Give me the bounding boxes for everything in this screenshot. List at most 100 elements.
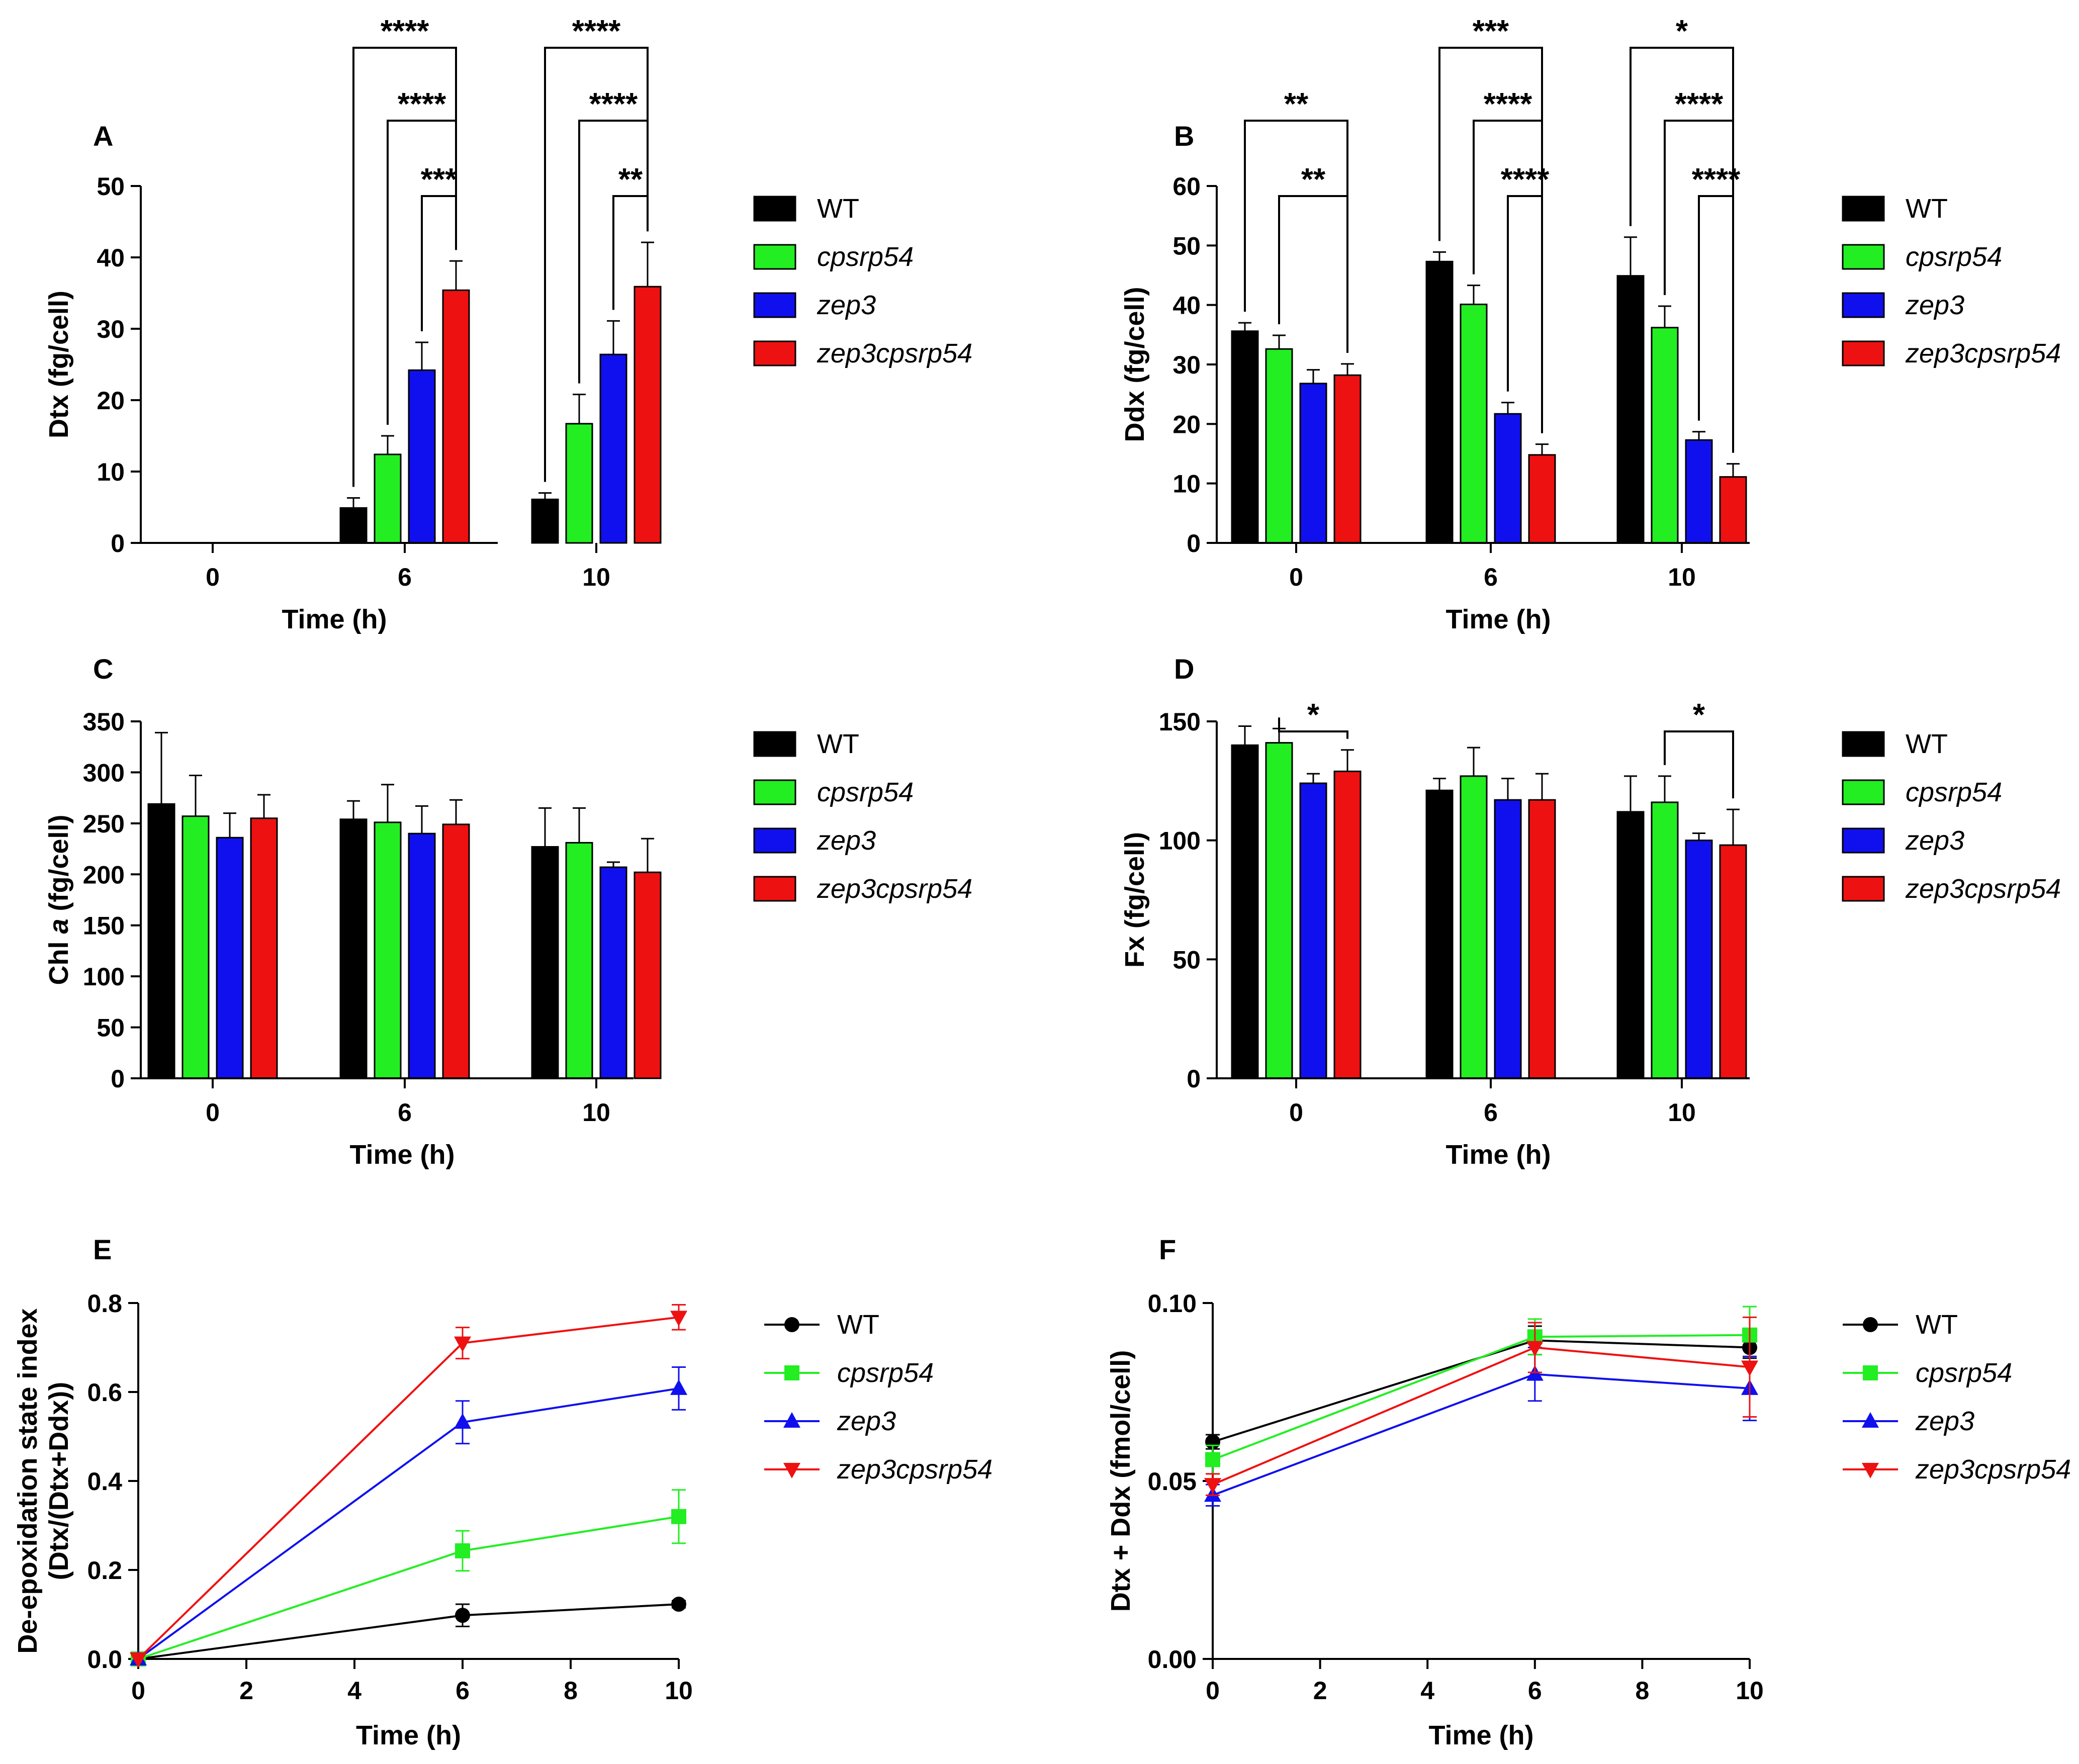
- significance-bracket: *: [1278, 698, 1348, 739]
- bar-zep3cpsrp54-10: [634, 871, 662, 1079]
- error-bar-zep3-6: [415, 341, 428, 370]
- significance-bracket: ****: [1501, 162, 1550, 433]
- legend-label-zep3: zep3: [1905, 290, 1964, 320]
- point-zep3cpsrp54-0: [130, 1652, 147, 1668]
- line-wt: [1212, 1339, 1750, 1443]
- y-tick-label: 10: [1172, 470, 1201, 498]
- bar-zep3cpsrp54-0: [1333, 374, 1362, 544]
- series-cpsrp54: [131, 1489, 686, 1666]
- bar-zep3-6: [1494, 799, 1522, 1079]
- y-axis-title: Ddx (fg/cell): [1120, 287, 1150, 442]
- series-wt: [131, 1597, 686, 1666]
- bar-zep3-10: [599, 866, 627, 1079]
- bar-cpsrp54-0: [1265, 742, 1293, 1079]
- x-tick-label: 0: [206, 563, 220, 591]
- legend-swatch-cpsrp54: [1842, 244, 1885, 270]
- bar-zep3cpsrp54-10: [634, 286, 662, 544]
- line-zep3: [1212, 1373, 1750, 1497]
- x-tick-label: 10: [1668, 563, 1696, 591]
- y-axis-title: Dtx + Ddx (fmol/cell): [1106, 1350, 1136, 1612]
- error-bar-zep3-10: [607, 861, 620, 868]
- significance-label: ****: [381, 14, 429, 49]
- x-tick-label: 4: [1420, 1677, 1434, 1705]
- legend-label-wt: WT: [1916, 1310, 1958, 1340]
- panel-letter: D: [1174, 653, 1194, 685]
- y-tick-label: 40: [97, 244, 125, 272]
- panel-letter: B: [1174, 120, 1194, 152]
- y-tick-label: 100: [1159, 827, 1201, 855]
- bar-cpsrp54-6: [1460, 303, 1488, 544]
- panel-letter: E: [93, 1234, 112, 1265]
- significance-bracket: ****: [352, 14, 457, 487]
- y-tick-label: 50: [1172, 232, 1201, 260]
- significance-label: ****: [398, 87, 446, 122]
- legend-swatch-wt: [753, 731, 796, 757]
- error-bar-cpsrp54-10: [573, 394, 586, 424]
- legend-label-wt: WT: [1906, 194, 1948, 224]
- point-cpsrp54-6: [455, 1543, 470, 1558]
- significance-label: ***: [1473, 14, 1509, 49]
- y-axis-title: Dtx (fg/cell): [44, 291, 74, 438]
- legend-marker-zep3: [1862, 1412, 1879, 1428]
- bar-wt-10: [531, 498, 559, 544]
- bar-wt-10: [1616, 811, 1645, 1079]
- y-tick-label: 10: [97, 458, 125, 486]
- significance-bracket: **: [1244, 87, 1348, 353]
- bar-wt-10: [1616, 275, 1645, 544]
- bar-wt-6: [339, 818, 368, 1079]
- bar-cpsrp54-10: [1651, 327, 1679, 544]
- bar-cpsrp54-6: [374, 453, 402, 544]
- significance-bracket: **: [612, 162, 649, 310]
- error-bar-zep3cpsrp54-6: [1535, 773, 1549, 800]
- bar-wt-10: [531, 846, 559, 1079]
- significance-bracket: *: [1664, 698, 1734, 799]
- y-tick-label: 50: [97, 1014, 125, 1042]
- x-tick-label: 10: [1736, 1677, 1764, 1705]
- point-zep3-10: [670, 1379, 687, 1395]
- series-zep3cpsrp54: [130, 1304, 687, 1668]
- error-bar-zep3cpsrp54-10: [641, 838, 654, 873]
- x-tick-label: 10: [582, 563, 610, 591]
- error-bar-wt-6: [347, 497, 360, 508]
- significance-label: ****: [589, 87, 638, 122]
- y-tick-label: 100: [83, 963, 125, 991]
- y-tick-label: 20: [97, 387, 125, 415]
- legend-swatch-zep3cpsrp54: [1842, 876, 1885, 902]
- legend: WT cpsrp54 zep3 zep3cpsrp54: [1843, 1310, 2071, 1484]
- legend-label-zep3cpsrp54: zep3cpsrp54: [817, 874, 972, 904]
- y-axis-title: Fx (fg/cell): [1120, 832, 1150, 968]
- bar-wt-6: [1425, 260, 1454, 544]
- bar-cpsrp54-6: [374, 821, 402, 1079]
- panel-b: B 0 10 20 30 40 50 60 0 6 10 Time (h) Ddx (fg/cell) *…: [1120, 14, 1750, 634]
- error-bar-cpsrp54-6: [381, 784, 394, 822]
- legend-label-cpsrp54: cpsrp54: [837, 1358, 934, 1388]
- x-tick-label: 6: [1484, 563, 1498, 591]
- significance-bracket: ****: [544, 14, 649, 482]
- significance-bracket: ***: [1438, 14, 1543, 433]
- y-tick-label: 0: [111, 529, 125, 558]
- error-bar-wt-10: [1624, 775, 1637, 812]
- error-bar-cpsrp54-6: [1467, 747, 1480, 776]
- x-tick-label: 10: [582, 1098, 610, 1127]
- bar-zep3cpsrp54-6: [1528, 454, 1556, 544]
- legend-swatch-wt: [1842, 731, 1885, 757]
- error-bar-zep3cpsrp54-0: [1341, 363, 1354, 376]
- significance-bracket: ***: [421, 162, 458, 331]
- series-zep3: [130, 1366, 687, 1665]
- panel-f: F 0.00 0.05 0.10 0 2 4 6 8 10 Time (h) Dtx + Ddx (f…: [1106, 1234, 1764, 1750]
- significance-label: ***: [421, 162, 458, 197]
- error-bar-cpsrp54-0: [189, 775, 202, 816]
- legend-swatch-zep3: [753, 292, 796, 318]
- legend-label-wt: WT: [817, 729, 859, 759]
- significance-bracket: ****: [1692, 162, 1741, 453]
- bar-zep3cpsrp54-6: [442, 289, 470, 544]
- bar-zep3-10: [599, 353, 627, 544]
- error-bar-cpsrp54-6: [381, 435, 394, 454]
- x-tick-label: 8: [564, 1677, 578, 1705]
- bar-wt-0: [1231, 744, 1259, 1079]
- legend: WT cpsrp54 zep3 zep3cpsrp54: [1842, 729, 2061, 904]
- error-bar-wt-10: [538, 807, 552, 847]
- x-axis-title: Time (h): [282, 604, 387, 634]
- panel-d: D 0 50 100 150 0 6 10 Time (h) Fx (fg/cell) * *: [1120, 653, 1750, 1170]
